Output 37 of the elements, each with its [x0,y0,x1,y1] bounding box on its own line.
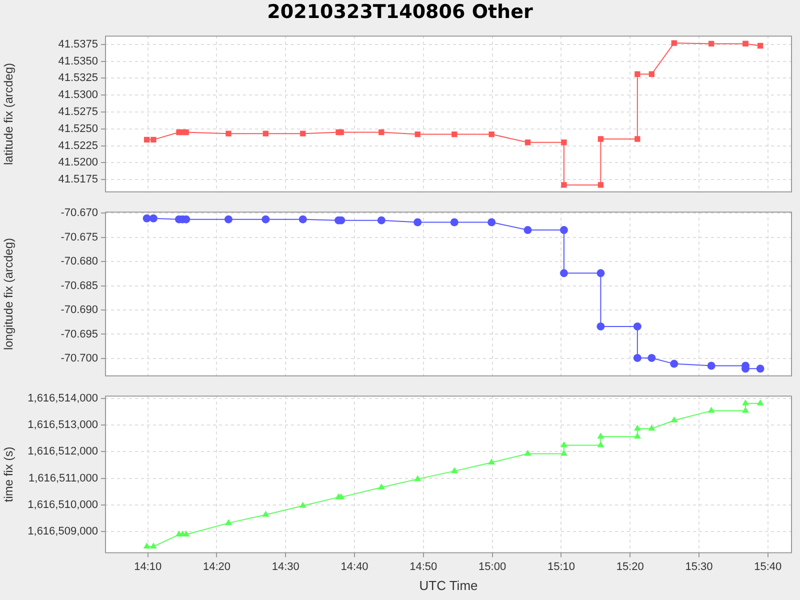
y-axis-title: longitude fix (arcdeg) [2,238,16,350]
x-tick-label: 15:20 [616,560,644,573]
y-tick-label: -70.700 [60,352,98,364]
x-tick-label: 14:50 [410,560,438,573]
y-tick-label: 1,616,512,000 [28,446,98,458]
y-tick-label: -70.690 [60,304,98,316]
y-tick-label: 41.5175 [58,174,98,186]
y-tick-label: -70.685 [60,280,98,292]
x-axis-title: UTC Time [419,578,478,593]
y-tick-label: 1,616,511,000 [28,472,98,484]
y-tick-label: 41.5300 [58,89,98,102]
y-tick-label: -70.670 [60,207,98,220]
x-tick-label: 15:10 [547,560,575,573]
y-tick-label: 41.5250 [58,122,98,135]
x-tick-label: 15:30 [685,560,713,573]
y-tick-label: 41.5325 [58,72,98,84]
y-axis-title: time fix (s) [2,446,16,502]
y-axis-title: latitude fix (arcdeg) [2,62,16,166]
y-tick-label: -70.675 [60,231,98,244]
x-tick-label: 15:40 [754,560,782,573]
y-tick-label: 1,616,514,000 [28,392,98,404]
x-tick-label: 14:30 [272,560,300,573]
y-tick-label: 1,616,510,000 [28,498,98,511]
y-tick-label: 41.5350 [58,55,98,68]
x-tick-label: 14:10 [134,560,162,573]
y-tick-label: -70.695 [60,328,98,340]
y-tick-label: 41.5375 [58,38,98,50]
y-tick-label: 41.5200 [58,156,98,169]
y-tick-label: -70.680 [60,256,98,268]
y-tick-label: 1,616,513,000 [28,418,98,431]
y-tick-label: 1,616,509,000 [28,526,98,538]
x-tick-label: 14:40 [340,560,368,573]
x-tick-label: 14:20 [202,560,230,573]
y-tick-label: 41.5225 [58,140,98,152]
x-tick-label: 15:00 [478,560,506,573]
y-tick-label: 41.5275 [58,106,98,118]
chart-title: 20210323T140806 Other [266,0,534,25]
